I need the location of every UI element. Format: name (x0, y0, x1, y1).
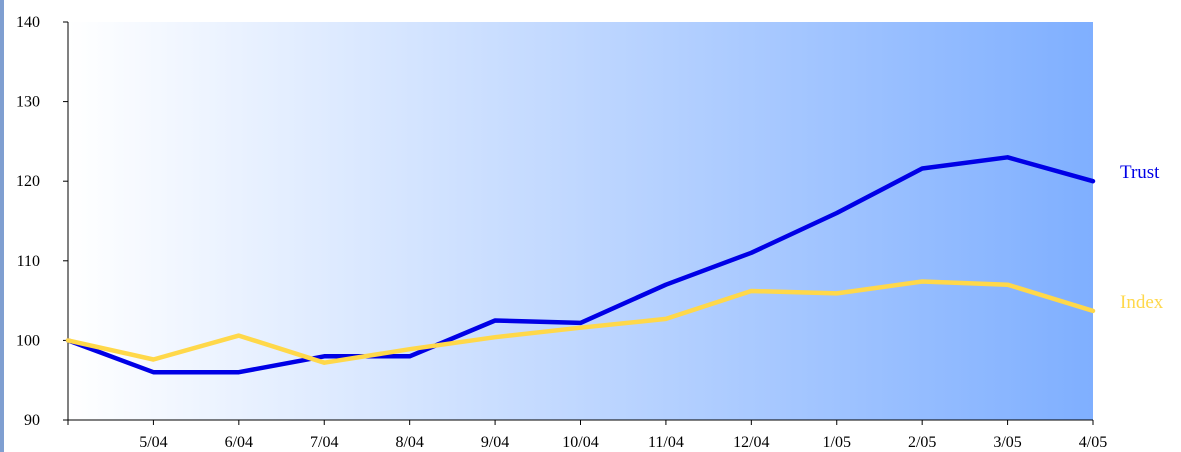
y-tick-label: 120 (16, 173, 40, 190)
legend-label-trust: Trust (1120, 162, 1160, 183)
y-tick-label: 130 (16, 94, 40, 111)
y-tick-label: 110 (17, 253, 40, 270)
x-tick-label: 5/04 (139, 434, 167, 451)
x-tick-label: 11/04 (648, 434, 684, 451)
x-axis-ticks: 5/04 6/04 7/04 8/04 9/04 10/04 11/04 12/04 1/05 2… (67, 420, 1107, 451)
x-tick-label: 4/05 (1079, 434, 1107, 451)
x-tick-label: 6/04 (225, 434, 253, 451)
y-tick-label: 90 (24, 412, 40, 429)
legend: Trust Index (1120, 162, 1164, 313)
series-line-index (65, 279, 1096, 365)
plot-area (68, 22, 1093, 420)
y-axis-ticks: 90 100 110 120 130 140 (16, 14, 68, 429)
x-tick-label: 3/05 (993, 434, 1021, 451)
y-tick-label: 100 (16, 332, 40, 349)
series-lines (65, 155, 1096, 375)
x-tick-label: 7/04 (310, 434, 338, 451)
x-tick-label: 9/04 (481, 434, 509, 451)
y-tick-label: 140 (16, 14, 40, 31)
x-tick-label: 10/04 (562, 434, 598, 451)
x-tick-label: 8/04 (395, 434, 423, 451)
x-tick-label: 1/05 (823, 434, 851, 451)
left-accent-bar (0, 0, 4, 452)
series-line-trust (65, 155, 1096, 375)
x-tick-label: 12/04 (733, 434, 769, 451)
legend-label-index: Index (1120, 292, 1164, 313)
x-tick-label: 2/05 (908, 434, 936, 451)
